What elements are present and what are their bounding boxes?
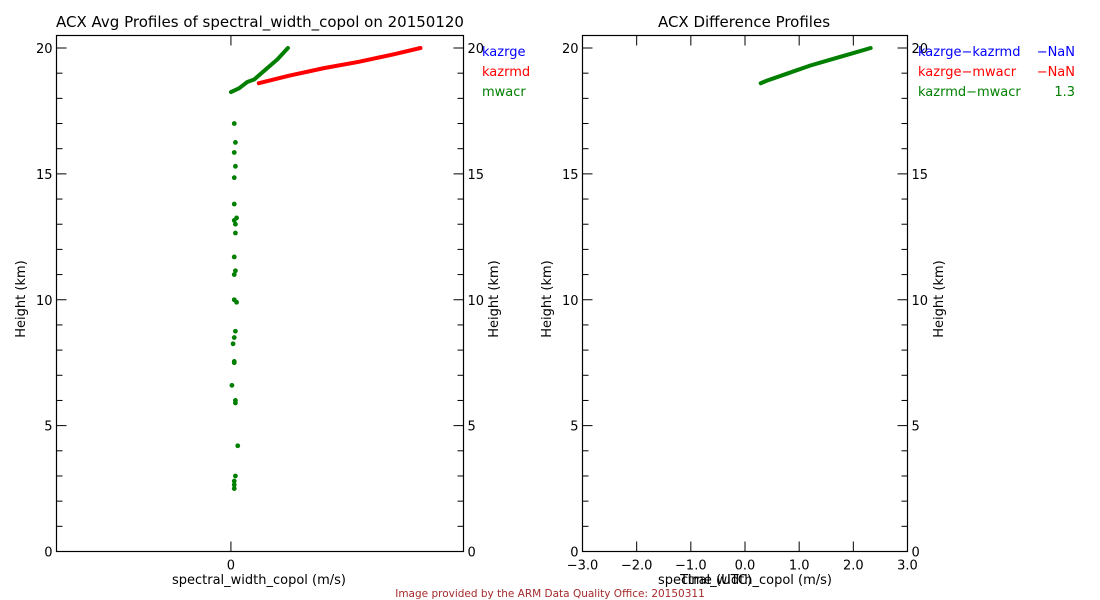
difference-profiles-ylabel-right: Height (km) [932, 260, 947, 337]
y-tick-label-left: 20 [562, 42, 579, 57]
y-tick-label-left: 10 [562, 294, 579, 309]
x-tick-label: 0.0 [735, 559, 756, 574]
data-point-mwacr [233, 268, 238, 274]
series-line-mwacr [228, 46, 290, 95]
data-point-mwacr [233, 221, 238, 227]
footer-credit: Image provided by the ARM Data Quality O… [395, 588, 705, 600]
data-point-mwacr [233, 140, 238, 145]
data-point-mwacr [231, 218, 237, 223]
data-point-mwacr [231, 150, 237, 155]
legend-entry: kazrge−kazrmd [918, 45, 1020, 60]
difference-profiles-title: ACX Difference Profiles [658, 13, 830, 31]
y-tick-label-right: 5 [468, 420, 476, 435]
y-tick-label-right: 15 [468, 168, 485, 183]
y-tick-label-right: 20 [468, 42, 485, 57]
difference-profiles-panel: ACX Difference Profiles 0 0 5 5 10 10 15 15 20 20… [540, 13, 1075, 588]
difference-profiles-legend: kazrge−kazrmd −NaN kazrge−mwacr −NaN kazrmd−… [918, 45, 1075, 100]
x-tick-label: −3.0 [567, 559, 599, 574]
data-point-mwacr [231, 335, 237, 340]
y-tick-label-left: 20 [36, 42, 53, 57]
legend-entry: mwacr [482, 85, 526, 100]
x-tick-label: 0 [227, 559, 235, 574]
avg-profiles-legend: kazrge kazrmd mwacr [482, 45, 530, 100]
data-point-mwacr [233, 328, 238, 334]
legend-stat: 1.3 [1054, 85, 1075, 100]
x-tick-label: 1.0 [789, 559, 810, 574]
data-point-mwacr [233, 400, 238, 406]
difference-profiles-xlabel: spectral_width_copol (m/s) [658, 573, 832, 588]
y-tick-label-right: 5 [912, 420, 920, 435]
y-tick-label-right: 10 [912, 294, 929, 309]
avg-profiles-title: ACX Avg Profiles of spectral_width_copol… [56, 13, 464, 32]
data-point-mwacr [233, 163, 238, 169]
data-point-mwacr [231, 201, 237, 207]
legend-stat: −NaN [1037, 65, 1075, 80]
series-line-kazrmd [256, 46, 423, 86]
data-point-mwacr [233, 473, 238, 479]
avg-profiles-marks [228, 46, 423, 491]
avg-profiles-frame [55, 34, 465, 553]
data-point-mwacr [233, 230, 238, 236]
x-tick-label: −1.0 [675, 559, 707, 574]
avg-profiles-xticks: 0 [227, 35, 235, 574]
data-point-mwacr [231, 254, 237, 260]
data-point-mwacr [235, 443, 241, 449]
difference-profiles-frame [581, 34, 909, 553]
data-point-mwacr [231, 121, 237, 126]
data-point-mwacr [230, 341, 236, 347]
avg-profiles-yticks: 0 0 5 5 10 10 15 15 20 20 [36, 42, 484, 561]
difference-profiles-marks [758, 46, 873, 86]
data-point-mwacr [231, 486, 237, 491]
legend-entry: kazrmd [482, 65, 530, 80]
data-point-mwacr [234, 299, 239, 305]
difference-profiles-ylabel: Height (km) [540, 260, 555, 337]
y-tick-label-left: 5 [570, 420, 578, 435]
y-tick-label-right: 20 [912, 42, 929, 57]
data-point-mwacr [231, 175, 237, 181]
legend-entry: kazrge [482, 45, 525, 60]
y-tick-label-right: 10 [468, 294, 485, 309]
x-tick-label: 2.0 [843, 559, 864, 574]
data-point-mwacr [229, 382, 235, 388]
data-point-mwacr [231, 478, 237, 484]
avg-profiles-ylabel-right: Height (km) [487, 260, 502, 337]
legend-entry: kazrge−mwacr [918, 65, 1017, 80]
legend-entry: kazrmd−mwacr [918, 85, 1021, 100]
legend-stat: −NaN [1037, 45, 1075, 60]
y-tick-label-left: 0 [44, 546, 52, 561]
avg-profiles-ylabel: Height (km) [14, 260, 29, 337]
y-tick-label-left: 5 [44, 420, 52, 435]
x-tick-label: 3.0 [897, 559, 918, 574]
y-tick-label-left: 10 [36, 294, 53, 309]
data-point-mwacr [231, 482, 237, 488]
y-tick-label-left: 0 [570, 546, 578, 561]
avg-profiles-panel: ACX Avg Profiles of spectral_width_copol… [14, 13, 530, 588]
difference-profiles-yticks: 0 0 5 5 10 10 15 15 20 20 [562, 42, 928, 561]
difference-profiles-xlabel-overlap: Time (UTC) [679, 573, 752, 588]
data-point-mwacr [231, 360, 237, 366]
series-line [758, 46, 873, 86]
y-tick-label-right: 15 [912, 168, 929, 183]
y-tick-label-right: 0 [912, 546, 920, 561]
y-tick-label-left: 15 [36, 168, 53, 183]
difference-profiles-xticks: −3.0 −2.0 −1.0 0.0 1.0 2.0 3.0 [567, 35, 918, 574]
y-tick-label-right: 0 [468, 546, 476, 561]
x-tick-label: −2.0 [621, 559, 653, 574]
y-tick-label-left: 15 [562, 168, 579, 183]
data-point-mwacr [231, 272, 237, 277]
avg-profiles-xlabel: spectral_width_copol (m/s) [172, 573, 346, 588]
